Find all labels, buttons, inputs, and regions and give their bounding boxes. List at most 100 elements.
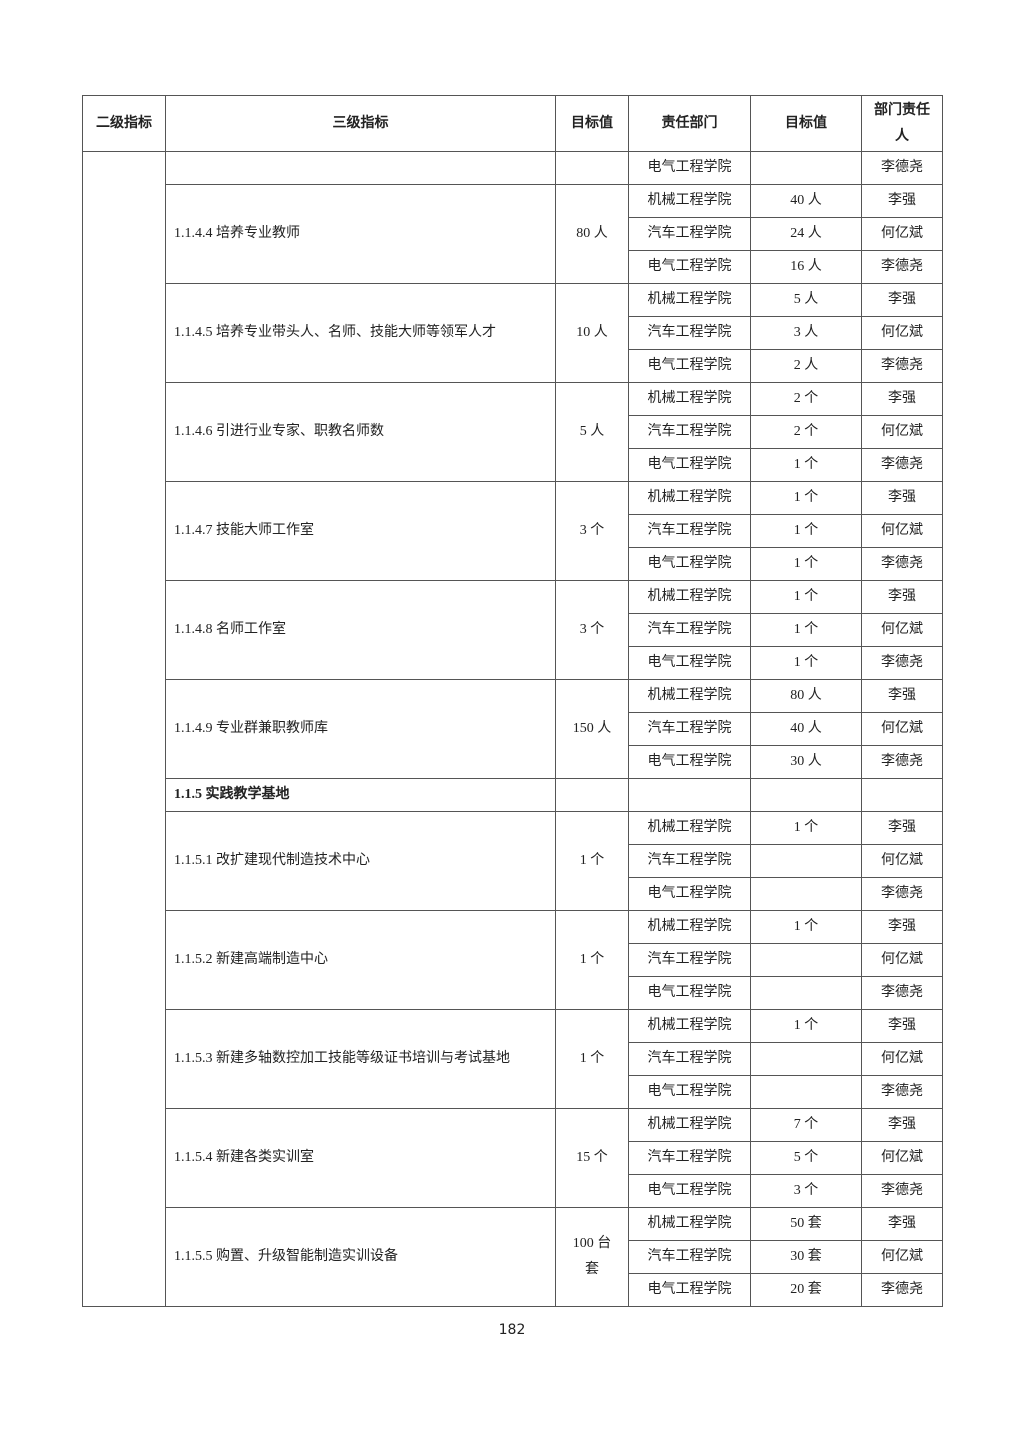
dept-target-cell bbox=[750, 976, 862, 1010]
header-level2: 二级指标 bbox=[82, 95, 166, 152]
indicator-cell: 1.1.4.6 引进行业专家、职教名师数 bbox=[165, 382, 556, 482]
dept-target-cell: 24 人 bbox=[750, 217, 862, 251]
responsible-cell: 李德尧 bbox=[861, 1174, 943, 1208]
target-cell: 150 人 bbox=[555, 679, 629, 779]
table-row: 1.1.4.5 培养专业带头人、名师、技能大师等领军人才 10 人机械工程学院 5 … bbox=[83, 283, 943, 383]
dept-target-cell: 1 个 bbox=[750, 1009, 862, 1043]
target-cell: 80 人 bbox=[555, 184, 629, 284]
department-cell: 电气工程学院 bbox=[628, 151, 751, 185]
dept-target-cell: 3 个 bbox=[750, 1174, 862, 1208]
department-cell: 机械工程学院 bbox=[628, 1108, 751, 1142]
department-cell: 汽车工程学院 bbox=[628, 943, 751, 977]
table-row: 电气工程学院 1 个李德尧 bbox=[83, 646, 943, 680]
responsible-cell: 何亿斌 bbox=[861, 712, 943, 746]
indicator-cell: 1.1.4.9 专业群兼职教师库 bbox=[165, 679, 556, 779]
department-cell: 电气工程学院 bbox=[628, 1273, 751, 1307]
department-cell: 汽车工程学院 bbox=[628, 1042, 751, 1076]
department-cell: 机械工程学院 bbox=[628, 1009, 751, 1043]
department-cell: 汽车工程学院 bbox=[628, 613, 751, 647]
level2-cell bbox=[82, 151, 166, 1307]
table-row: 汽车工程学院 何亿斌 bbox=[83, 1042, 943, 1076]
responsible-cell: 李德尧 bbox=[861, 745, 943, 779]
dept-target-cell: 1 个 bbox=[750, 448, 862, 482]
table-row: 1.1.4.6 引进行业专家、职教名师数 5 人机械工程学院 2 个李强 bbox=[83, 382, 943, 482]
department-cell: 汽车工程学院 bbox=[628, 415, 751, 449]
responsible-cell: 李德尧 bbox=[861, 448, 943, 482]
section-title: 1.1.5 实践教学基地 bbox=[165, 778, 556, 812]
target-cell: 1 个 bbox=[555, 910, 629, 1010]
indicator-cell: 1.1.4.8 名师工作室 bbox=[165, 580, 556, 680]
department-cell: 汽车工程学院 bbox=[628, 217, 751, 251]
responsible-cell: 何亿斌 bbox=[861, 943, 943, 977]
responsible-cell: 李强 bbox=[861, 1009, 943, 1043]
dept-target-cell: 1 个 bbox=[750, 910, 862, 944]
dept-target-cell: 1 个 bbox=[750, 481, 862, 515]
responsible-cell: 李德尧 bbox=[861, 1273, 943, 1307]
responsible-cell: 李德尧 bbox=[861, 349, 943, 383]
dept-target-cell: 3 人 bbox=[750, 316, 862, 350]
dept-target-cell: 30 人 bbox=[750, 745, 862, 779]
responsible-cell: 李强 bbox=[861, 382, 943, 416]
dept-target-cell bbox=[750, 943, 862, 977]
dept-target-cell: 40 人 bbox=[750, 712, 862, 746]
target-cell: 5 人 bbox=[555, 382, 629, 482]
department-cell: 机械工程学院 bbox=[628, 811, 751, 845]
target-cell bbox=[555, 778, 629, 812]
table-row: 汽车工程学院 5 个何亿斌 bbox=[83, 1141, 943, 1175]
responsible-cell: 李德尧 bbox=[861, 1075, 943, 1109]
responsible-cell: 何亿斌 bbox=[861, 415, 943, 449]
indicator-cell: 1.1.5.3 新建多轴数控加工技能等级证书培训与考试基地 bbox=[165, 1009, 556, 1109]
department-cell: 电气工程学院 bbox=[628, 448, 751, 482]
dept-target-cell: 50 套 bbox=[750, 1207, 862, 1241]
table-row: 1.1.4.8 名师工作室 3 个机械工程学院 1 个李强 bbox=[83, 580, 943, 680]
table-row: 电气工程学院 3 个李德尧 bbox=[83, 1174, 943, 1208]
department-cell: 汽车工程学院 bbox=[628, 712, 751, 746]
table-row: 1.1.5.3 新建多轴数控加工技能等级证书培训与考试基地 1 个机械工程学院 1 … bbox=[83, 1009, 943, 1109]
target-cell: 3 个 bbox=[555, 580, 629, 680]
dept-target-cell: 2 人 bbox=[750, 349, 862, 383]
table-row: 电气工程学院 李德尧 bbox=[83, 877, 943, 911]
department-cell: 机械工程学院 bbox=[628, 679, 751, 713]
dept-target-cell: 5 人 bbox=[750, 283, 862, 317]
table-row: 汽车工程学院 1 个何亿斌 bbox=[83, 514, 943, 548]
department-cell: 电气工程学院 bbox=[628, 250, 751, 284]
table-row: 电气工程学院 20 套李德尧 bbox=[83, 1273, 943, 1307]
department-cell: 电气工程学院 bbox=[628, 349, 751, 383]
table-row: 汽车工程学院 1 个何亿斌 bbox=[83, 613, 943, 647]
responsible-cell: 何亿斌 bbox=[861, 1042, 943, 1076]
department-cell bbox=[628, 778, 751, 812]
responsible-cell: 李德尧 bbox=[861, 646, 943, 680]
dept-target-cell bbox=[750, 877, 862, 911]
responsible-cell: 李强 bbox=[861, 679, 943, 713]
department-cell: 电气工程学院 bbox=[628, 877, 751, 911]
target-cell: 1 个 bbox=[555, 1009, 629, 1109]
responsible-cell: 何亿斌 bbox=[861, 316, 943, 350]
dept-target-cell: 80 人 bbox=[750, 679, 862, 713]
table-row: 电气工程学院 2 人李德尧 bbox=[83, 349, 943, 383]
dept-target-cell: 2 个 bbox=[750, 382, 862, 416]
dept-target-cell: 40 人 bbox=[750, 184, 862, 218]
header-target: 目标值 bbox=[555, 95, 629, 152]
dept-target-cell: 7 个 bbox=[750, 1108, 862, 1142]
indicator-table: 二级指标 三级指标 目标值 责任部门 目标值 部门责任人 电气工程学院 李德尧 1.… bbox=[82, 95, 943, 1307]
indicator-cell bbox=[165, 151, 556, 185]
department-cell: 机械工程学院 bbox=[628, 481, 751, 515]
department-cell: 电气工程学院 bbox=[628, 1075, 751, 1109]
department-cell: 电气工程学院 bbox=[628, 1174, 751, 1208]
responsible-cell: 何亿斌 bbox=[861, 1141, 943, 1175]
department-cell: 机械工程学院 bbox=[628, 184, 751, 218]
dept-target-cell: 1 个 bbox=[750, 811, 862, 845]
department-cell: 电气工程学院 bbox=[628, 976, 751, 1010]
dept-target-cell: 2 个 bbox=[750, 415, 862, 449]
table-row: 汽车工程学院 40 人何亿斌 bbox=[83, 712, 943, 746]
header-level3: 三级指标 bbox=[165, 95, 556, 152]
dept-target-cell bbox=[750, 844, 862, 878]
department-cell: 机械工程学院 bbox=[628, 1207, 751, 1241]
dept-target-cell bbox=[750, 1042, 862, 1076]
dept-target-cell: 1 个 bbox=[750, 613, 862, 647]
table-row: 1.1.4.4 培养专业教师 80 人机械工程学院 40 人李强 bbox=[83, 184, 943, 284]
table-row: 1.1.5.4 新建各类实训室 15 个机械工程学院 7 个李强 bbox=[83, 1108, 943, 1208]
dept-target-cell: 1 个 bbox=[750, 646, 862, 680]
responsible-cell: 何亿斌 bbox=[861, 514, 943, 548]
responsible-cell: 李强 bbox=[861, 1108, 943, 1142]
